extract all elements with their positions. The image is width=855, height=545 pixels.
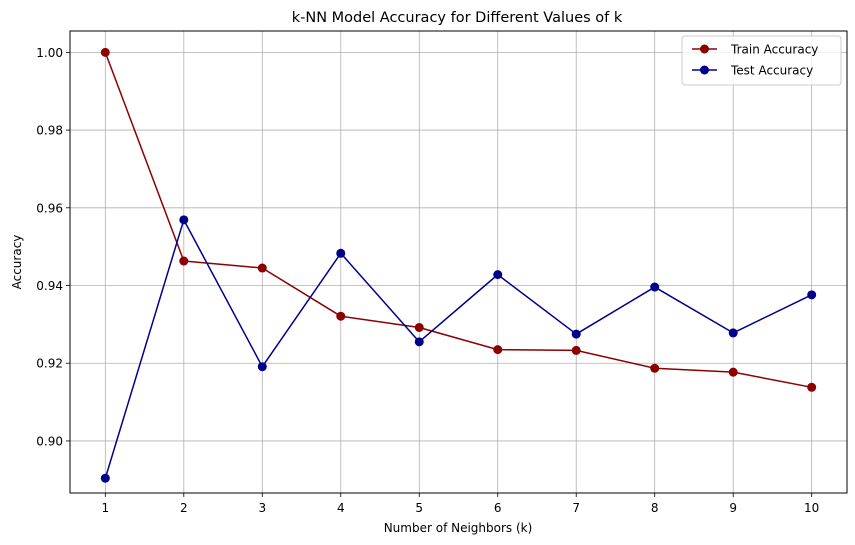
- train-accuracy-point: [493, 345, 503, 355]
- train-accuracy-point: [728, 367, 738, 377]
- legend-train-marker: [700, 44, 709, 54]
- test-accuracy-point: [100, 473, 110, 483]
- y-tick-label: 0.96: [36, 201, 63, 215]
- train-accuracy-point: [807, 382, 817, 392]
- x-tick-label: 6: [494, 501, 502, 515]
- train-accuracy-point: [179, 256, 189, 266]
- y-tick-label: 0.92: [36, 357, 63, 371]
- test-accuracy-point: [807, 290, 817, 300]
- series-layer: [100, 47, 817, 483]
- y-tick-label: 0.98: [36, 124, 63, 138]
- y-axis-label: Accuracy: [10, 235, 24, 290]
- train-accuracy-point: [336, 311, 346, 321]
- legend: Train Accuracy Test Accuracy: [681, 35, 842, 86]
- legend-test-label: Test Accuracy: [730, 64, 813, 78]
- y-tick-label: 0.94: [36, 279, 63, 293]
- train-accuracy-line: [104, 52, 812, 389]
- test-accuracy-point: [571, 329, 581, 339]
- x-tick-label: 1: [101, 501, 109, 515]
- x-tick-label: 5: [415, 501, 423, 515]
- test-accuracy-point: [336, 248, 346, 258]
- x-axis-label: Number of Neighbors (k): [384, 521, 533, 535]
- train-accuracy-point: [100, 47, 110, 57]
- test-accuracy-point: [650, 282, 660, 292]
- y-tick-label: 1.00: [36, 46, 63, 60]
- legend-frame: [681, 35, 842, 86]
- x-tick-label: 8: [651, 501, 659, 515]
- x-tick-label: 7: [572, 501, 580, 515]
- test-accuracy-line: [104, 219, 813, 479]
- test-accuracy-point: [728, 328, 738, 338]
- test-accuracy-point: [414, 337, 424, 347]
- train-accuracy-point: [571, 345, 581, 355]
- x-tick-label: 3: [258, 501, 266, 515]
- legend-train-label: Train Accuracy: [730, 43, 818, 57]
- test-accuracy-point: [179, 215, 189, 225]
- legend-test-marker: [700, 65, 709, 75]
- plot-area-frame: [69, 30, 848, 494]
- x-tick-label: 2: [180, 501, 188, 515]
- y-tick-label: 0.90: [36, 434, 63, 448]
- x-tick-label: 4: [337, 501, 345, 515]
- train-accuracy-point: [257, 263, 267, 273]
- test-accuracy-point: [257, 362, 267, 372]
- train-accuracy-point: [414, 322, 424, 332]
- grid: [70, 31, 847, 493]
- ticks: 1 2 3 4 5 6 7 8 9 10 0.90 0.92 0.94 0.96 0.98 1.00: [36, 46, 819, 515]
- train-accuracy-point: [650, 363, 660, 373]
- chart-title: k-NN Model Accuracy for Different Values…: [292, 10, 623, 26]
- x-tick-label: 10: [804, 501, 819, 515]
- x-tick-label: 9: [729, 501, 737, 515]
- test-accuracy-point: [493, 270, 503, 280]
